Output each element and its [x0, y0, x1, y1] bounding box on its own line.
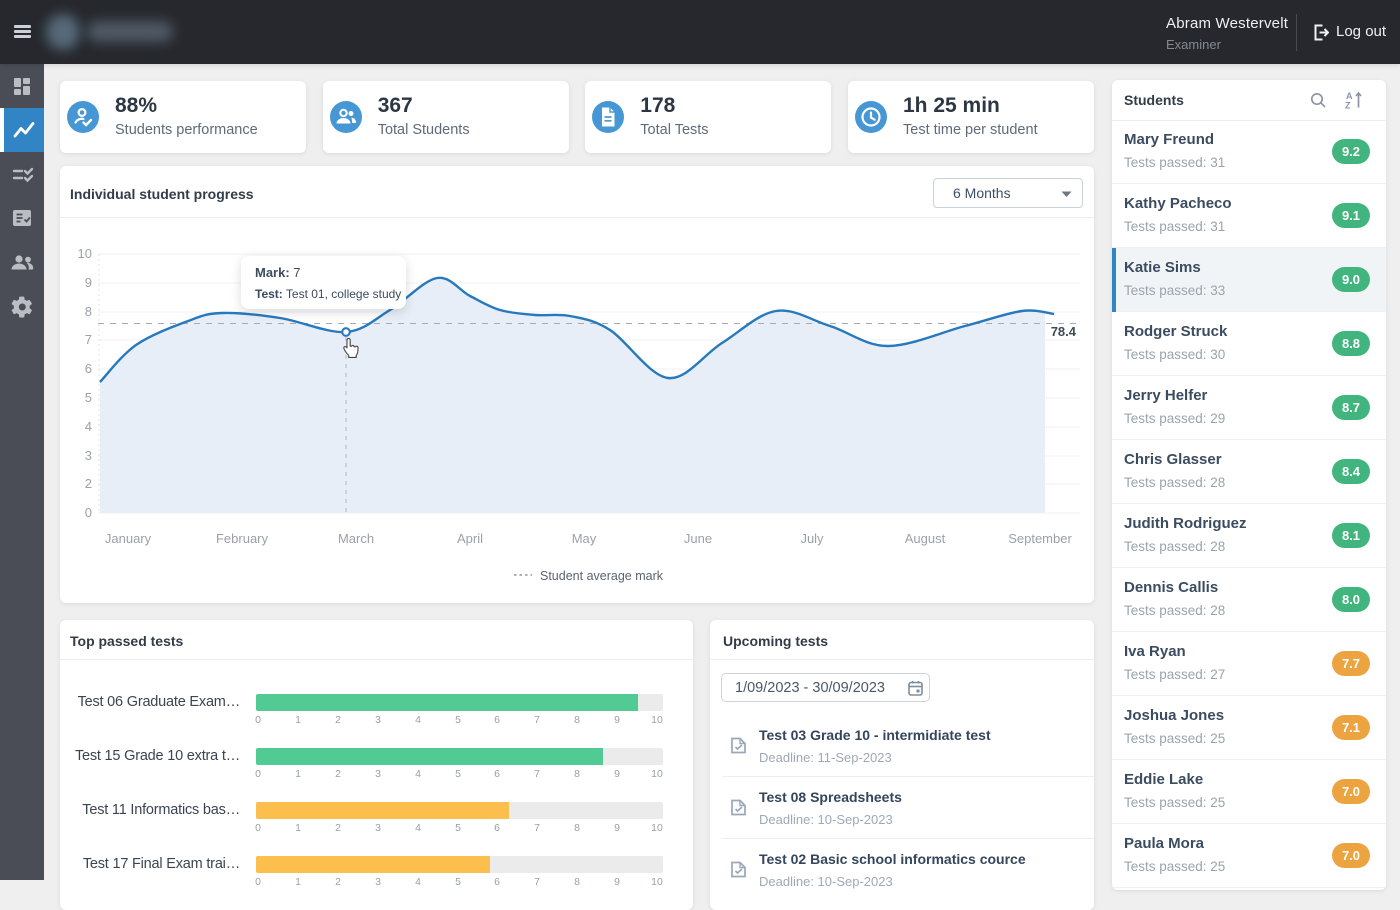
- svg-text:5: 5: [85, 390, 92, 405]
- svg-text:7: 7: [85, 332, 92, 347]
- svg-text:Z: Z: [1345, 101, 1351, 111]
- svg-text:10: 10: [78, 246, 92, 261]
- svg-text:Student average mark: Student average mark: [540, 569, 664, 583]
- svg-text:February: February: [216, 531, 269, 546]
- svg-text:September: September: [1008, 531, 1072, 546]
- svg-text:2: 2: [85, 476, 92, 491]
- svg-text:4: 4: [85, 419, 92, 434]
- svg-text:3: 3: [85, 448, 92, 463]
- svg-text:8: 8: [85, 304, 92, 319]
- svg-text:78.4: 78.4: [1051, 324, 1077, 339]
- svg-text:March: March: [338, 531, 374, 546]
- svg-text:January: January: [105, 531, 152, 546]
- svg-text:July: July: [800, 531, 824, 546]
- svg-text:August: August: [905, 531, 946, 546]
- svg-text:June: June: [684, 531, 712, 546]
- svg-text:April: April: [457, 531, 483, 546]
- svg-text:A: A: [1346, 91, 1353, 101]
- svg-text:9: 9: [85, 275, 92, 290]
- svg-text:0: 0: [85, 505, 92, 520]
- svg-text:6: 6: [85, 361, 92, 376]
- svg-text:May: May: [572, 531, 597, 546]
